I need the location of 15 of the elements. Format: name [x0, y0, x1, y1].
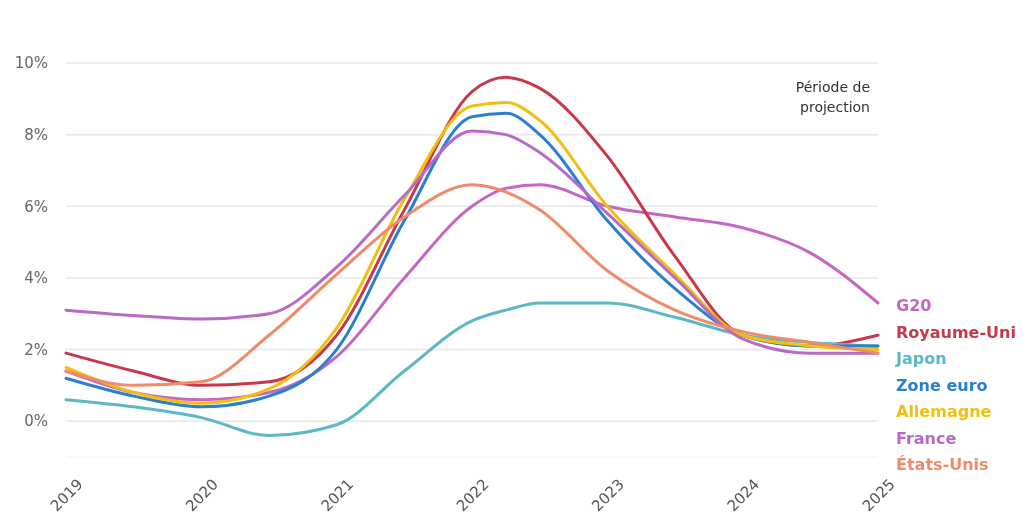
text: France — [896, 428, 957, 448]
series-label: Japon — [895, 349, 947, 368]
annotation: Période de projection — [795, 79, 870, 115]
y-tick-label: 8% — [24, 125, 48, 144]
line-series — [64, 129, 880, 355]
text: États-Unis — [896, 455, 989, 474]
y-tick-label: 0% — [24, 412, 48, 431]
y-tick-label: 10% — [14, 54, 48, 73]
y-tick-label: 2% — [24, 340, 48, 359]
series-label: Royaume-Uni — [896, 322, 1016, 342]
y-tick-label: 4% — [24, 269, 48, 288]
text: Zone euro — [896, 375, 988, 395]
y-tick-label: 6% — [24, 197, 48, 216]
text: Allemagne — [896, 402, 992, 421]
series-label: G20 — [896, 296, 932, 315]
